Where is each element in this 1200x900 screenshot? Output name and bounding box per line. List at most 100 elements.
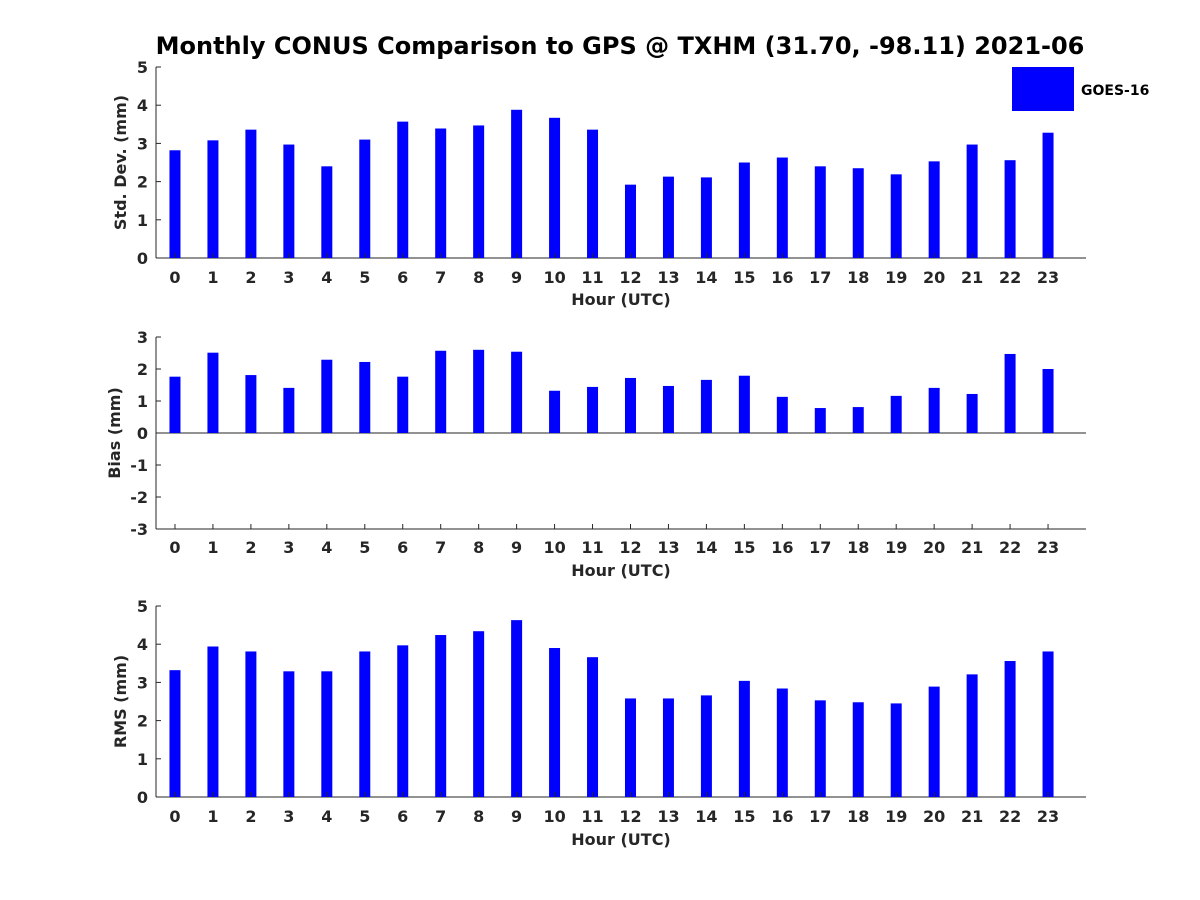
- x-tick-label: 1: [207, 807, 218, 826]
- bar-hour-9: [511, 620, 523, 797]
- x-tick-label: 8: [473, 538, 484, 557]
- bar-hour-4: [321, 671, 333, 797]
- x-tick-label: 7: [435, 538, 446, 557]
- bar-hour-10: [549, 390, 561, 433]
- bar-hour-4: [321, 166, 333, 258]
- bar-hour-14: [700, 177, 712, 258]
- x-tick-label: 15: [733, 268, 755, 287]
- x-tick-label: 13: [657, 538, 679, 557]
- bar-hour-8: [473, 125, 485, 258]
- x-tick-label: 0: [169, 268, 180, 287]
- x-tick-label: 21: [961, 538, 983, 557]
- x-tick-label: 22: [999, 268, 1021, 287]
- x-tick-label: 20: [923, 807, 945, 826]
- bar-hour-19: [890, 174, 902, 258]
- bar-hour-13: [662, 385, 674, 433]
- bar-hour-0: [169, 150, 181, 258]
- x-tick-label: 2: [245, 268, 256, 287]
- y-tick-label: 5: [137, 597, 148, 616]
- x-tick-label: 19: [885, 538, 907, 557]
- x-tick-label: 19: [885, 268, 907, 287]
- x-tick-label: 14: [695, 538, 717, 557]
- bar-hour-16: [776, 157, 788, 258]
- bar-hour-12: [624, 698, 636, 797]
- x-tick-label: 23: [1037, 807, 1059, 826]
- bar-hour-9: [511, 351, 523, 433]
- bar-hour-18: [852, 407, 864, 433]
- x-tick-label: 20: [923, 268, 945, 287]
- x-tick-label: 5: [359, 268, 370, 287]
- y-tick-label: -1: [130, 456, 148, 475]
- x-tick-label: 16: [771, 268, 793, 287]
- bar-hour-17: [814, 700, 826, 797]
- bar-hour-20: [928, 686, 940, 797]
- x-tick-label: 14: [695, 807, 717, 826]
- bar-hour-8: [473, 349, 485, 433]
- bar-hour-17: [814, 408, 826, 433]
- x-tick-label: 22: [999, 807, 1021, 826]
- bar-hour-20: [928, 161, 940, 258]
- x-tick-label: 2: [245, 807, 256, 826]
- bar-hour-11: [587, 129, 599, 258]
- bar-hour-22: [1004, 353, 1016, 433]
- bar-hour-12: [624, 377, 636, 433]
- x-tick-label: 10: [543, 807, 565, 826]
- x-tick-label: 9: [511, 538, 522, 557]
- x-tick-label: 9: [511, 807, 522, 826]
- x-tick-label: 5: [359, 538, 370, 557]
- x-tick-label: 15: [733, 538, 755, 557]
- x-tick-label: 18: [847, 268, 869, 287]
- x-tick-label: 12: [619, 268, 641, 287]
- bar-hour-9: [511, 109, 523, 258]
- bar-hour-6: [397, 121, 409, 258]
- y-tick-label: -3: [130, 520, 148, 539]
- x-tick-label: 13: [657, 807, 679, 826]
- x-tick-label: 0: [169, 538, 180, 557]
- y-tick-label: 0: [137, 788, 148, 807]
- x-tick-label: 17: [809, 268, 831, 287]
- x-tick-label: 9: [511, 268, 522, 287]
- bar-hour-3: [283, 144, 295, 258]
- y-tick-label: 5: [137, 58, 148, 77]
- x-tick-label: 13: [657, 268, 679, 287]
- bar-hour-21: [966, 393, 978, 433]
- bar-hour-6: [397, 645, 409, 797]
- x-tick-label: 3: [283, 538, 294, 557]
- bar-hour-22: [1004, 661, 1016, 797]
- x-tick-label: 18: [847, 807, 869, 826]
- bar-hour-2: [245, 129, 257, 258]
- x-tick-label: 11: [581, 807, 603, 826]
- x-axis-label: Hour (UTC): [571, 561, 671, 580]
- bar-hour-17: [814, 166, 826, 258]
- x-tick-label: 4: [321, 268, 332, 287]
- y-tick-label: 4: [137, 635, 148, 654]
- y-tick-label: 1: [137, 750, 148, 769]
- bar-hour-0: [169, 670, 181, 797]
- x-tick-label: 23: [1037, 538, 1059, 557]
- y-axis-label: RMS (mm): [111, 655, 130, 748]
- x-tick-label: 16: [771, 807, 793, 826]
- bar-hour-1: [207, 140, 219, 258]
- bar-hour-5: [359, 651, 371, 797]
- x-tick-label: 17: [809, 538, 831, 557]
- bar-hour-7: [435, 635, 447, 797]
- x-tick-label: 1: [207, 538, 218, 557]
- bar-hour-1: [207, 646, 219, 797]
- x-tick-label: 2: [245, 538, 256, 557]
- bar-hour-8: [473, 631, 485, 797]
- x-tick-label: 14: [695, 268, 717, 287]
- y-tick-label: -2: [130, 488, 148, 507]
- x-tick-label: 7: [435, 268, 446, 287]
- x-tick-label: 21: [961, 807, 983, 826]
- y-axis-label: Std. Dev. (mm): [111, 95, 130, 230]
- x-tick-label: 18: [847, 538, 869, 557]
- x-tick-label: 7: [435, 807, 446, 826]
- x-tick-label: 11: [581, 268, 603, 287]
- bar-hour-14: [700, 379, 712, 433]
- y-tick-label: 3: [137, 673, 148, 692]
- bar-hour-6: [397, 376, 409, 433]
- x-axis-label: Hour (UTC): [571, 290, 671, 309]
- bar-hour-19: [890, 703, 902, 797]
